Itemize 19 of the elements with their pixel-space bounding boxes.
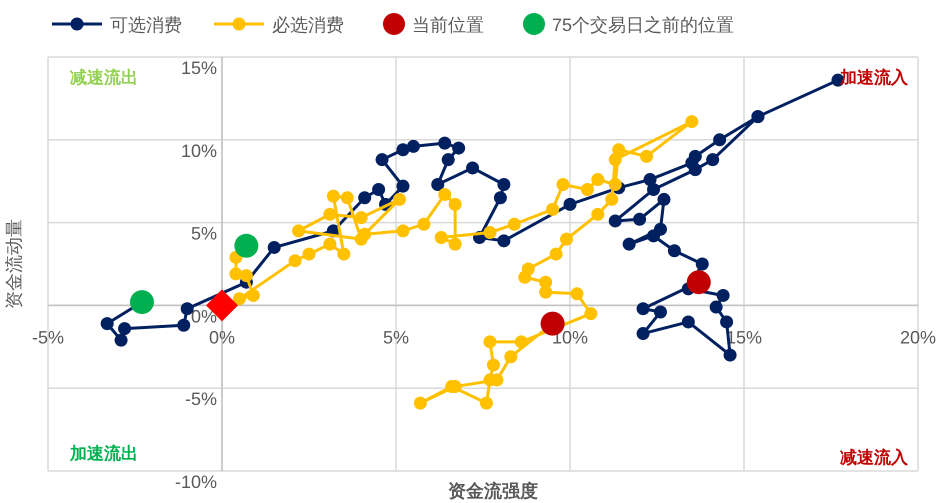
y-tick-label: 10% xyxy=(180,140,217,161)
legend-label: 可选消费 xyxy=(110,15,182,35)
annotation: 减速流入 xyxy=(840,448,909,467)
y-tick-label: -10% xyxy=(174,472,217,492)
annotation: 减速流出 xyxy=(70,68,138,87)
legend-label: 必选消费 xyxy=(272,15,344,35)
x-tick-label: 20% xyxy=(900,327,936,348)
legend-label: 当前位置 xyxy=(412,15,484,35)
y-tick-label: 0% xyxy=(190,306,217,326)
x-axis-title: 资金流强度 xyxy=(448,481,538,501)
x-tick-label: 5% xyxy=(382,327,410,348)
annotation: 加速流出 xyxy=(69,444,138,463)
y-tick-label: -5% xyxy=(184,389,217,410)
y-tick-label: 5% xyxy=(190,224,217,244)
y-tick-label: 15% xyxy=(180,58,217,78)
x-tick-label: -5% xyxy=(32,327,64,348)
y-axis-title: 资金流动量 xyxy=(4,219,24,309)
x-tick-label: 0% xyxy=(208,327,236,348)
legend-label: 75个交易日之前的位置 xyxy=(552,15,734,35)
